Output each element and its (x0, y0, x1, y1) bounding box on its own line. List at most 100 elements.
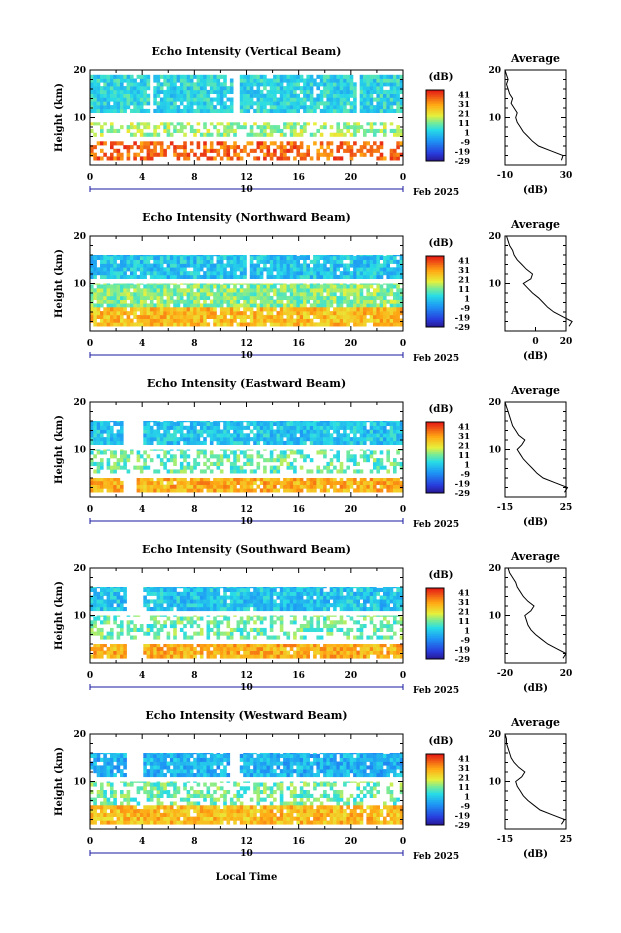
heatmap-cell (306, 264, 310, 268)
heatmap-cell (133, 141, 137, 145)
heatmap-cell (310, 75, 314, 79)
heatmap-cell (147, 454, 151, 458)
avg-x-tick-label: 30 (560, 171, 573, 181)
heatmap-cell (200, 607, 204, 611)
heatmap-cell (150, 256, 154, 260)
heatmap-cell (233, 122, 237, 125)
heatmap-cell (253, 469, 257, 473)
heatmap-cell (153, 149, 157, 153)
heatmap-cell (223, 450, 227, 451)
heatmap-cell (346, 300, 350, 304)
heatmap-cell (220, 311, 224, 315)
heatmap-cell (133, 153, 137, 157)
heatmap-cell (333, 105, 337, 109)
heatmap-cell (193, 422, 197, 426)
heatmap-cell (227, 275, 231, 279)
heatmap-cell (263, 256, 267, 260)
heatmap-cell (140, 485, 144, 489)
heatmap-cell (326, 430, 330, 434)
heatmap-cell (207, 488, 211, 492)
heatmap-cell (200, 592, 204, 596)
heatmap-cell (260, 607, 264, 611)
heatmap-cell (193, 296, 197, 300)
heatmap-cell (200, 105, 204, 109)
heatmap-cell (213, 421, 217, 422)
heatmap-cell (290, 426, 294, 430)
heatmap-cell (137, 109, 141, 113)
heatmap-cell (233, 488, 237, 492)
heatmap-cell (237, 488, 241, 492)
heatmap-cell (230, 260, 234, 264)
heatmap-cell (240, 592, 244, 596)
heatmap-cell (267, 94, 271, 98)
heatmap-cell (230, 592, 234, 596)
heatmap-cell (217, 303, 221, 307)
heatmap-cell (187, 98, 191, 102)
heatmap-cell (207, 75, 211, 79)
heatmap-cell (320, 478, 324, 481)
heatmap-cell (293, 275, 297, 279)
heatmap-cell (207, 592, 211, 596)
heatmap-cell (396, 315, 400, 319)
heatmap-cell (293, 426, 297, 430)
heatmap-cell (280, 311, 284, 315)
heatmap-cell (316, 481, 320, 485)
heatmap-cell (140, 156, 144, 160)
heatmap-cell (147, 587, 151, 588)
heatmap-cell (203, 284, 207, 285)
heatmap-cell (263, 101, 267, 105)
heatmap-cell (263, 441, 267, 445)
heatmap-cell (366, 300, 370, 304)
heatmap-cell (293, 588, 297, 592)
heatmap-cell (223, 105, 227, 109)
heatmap-cell (107, 450, 111, 451)
heatmap-cell (127, 469, 131, 473)
heatmap-cell (197, 311, 201, 315)
heatmap-cell (340, 307, 344, 311)
heatmap-cell (290, 284, 294, 288)
heatmap-cell (386, 307, 390, 311)
heatmap-cell (290, 587, 294, 588)
heatmap-cell (183, 153, 187, 157)
heatmap-cell (283, 256, 287, 260)
heatmap-cell (380, 488, 384, 492)
heatmap-cell (343, 284, 347, 285)
heatmap-cell (187, 588, 191, 592)
heatmap-cell (330, 267, 334, 271)
heatmap-cell (110, 430, 114, 434)
heatmap-cell (183, 267, 187, 271)
heatmap-cell (277, 79, 281, 83)
heatmap-cell (187, 311, 191, 315)
heatmap-cell (107, 255, 111, 256)
heatmap-cell (197, 481, 201, 485)
heatmap-cell (180, 587, 184, 588)
heatmap-cell (396, 153, 400, 157)
heatmap-cell (323, 271, 327, 275)
heatmap-cell (167, 488, 171, 492)
heatmap-cell (150, 292, 154, 296)
heatmap-cell (320, 90, 324, 94)
heatmap-cell (143, 101, 147, 105)
heatmap-cell (227, 322, 231, 326)
heatmap-cell (280, 587, 284, 588)
heatmap-cell (280, 284, 284, 288)
heatmap-cell (203, 441, 207, 445)
heatmap-cell (157, 450, 161, 451)
heatmap-cell (127, 153, 131, 157)
panel-2: Echo Intensity (Northward Beam)2010Heigh… (54, 211, 572, 364)
heatmap-cell (200, 98, 204, 102)
heatmap-cell (243, 260, 247, 264)
heatmap-cell (267, 599, 271, 603)
heatmap-cell (243, 75, 247, 79)
heatmap-cell (213, 149, 217, 153)
heatmap-cell (130, 303, 134, 307)
heatmap-cell (220, 86, 224, 90)
heatmap-cell (170, 422, 174, 426)
heatmap-cell (143, 79, 147, 83)
heatmap-cell (103, 86, 107, 90)
heatmap-cell (396, 109, 400, 113)
heatmap-cell (273, 288, 277, 292)
heatmap-cell (190, 86, 194, 90)
heatmap-cell (287, 488, 291, 492)
heatmap-cell (267, 478, 271, 481)
